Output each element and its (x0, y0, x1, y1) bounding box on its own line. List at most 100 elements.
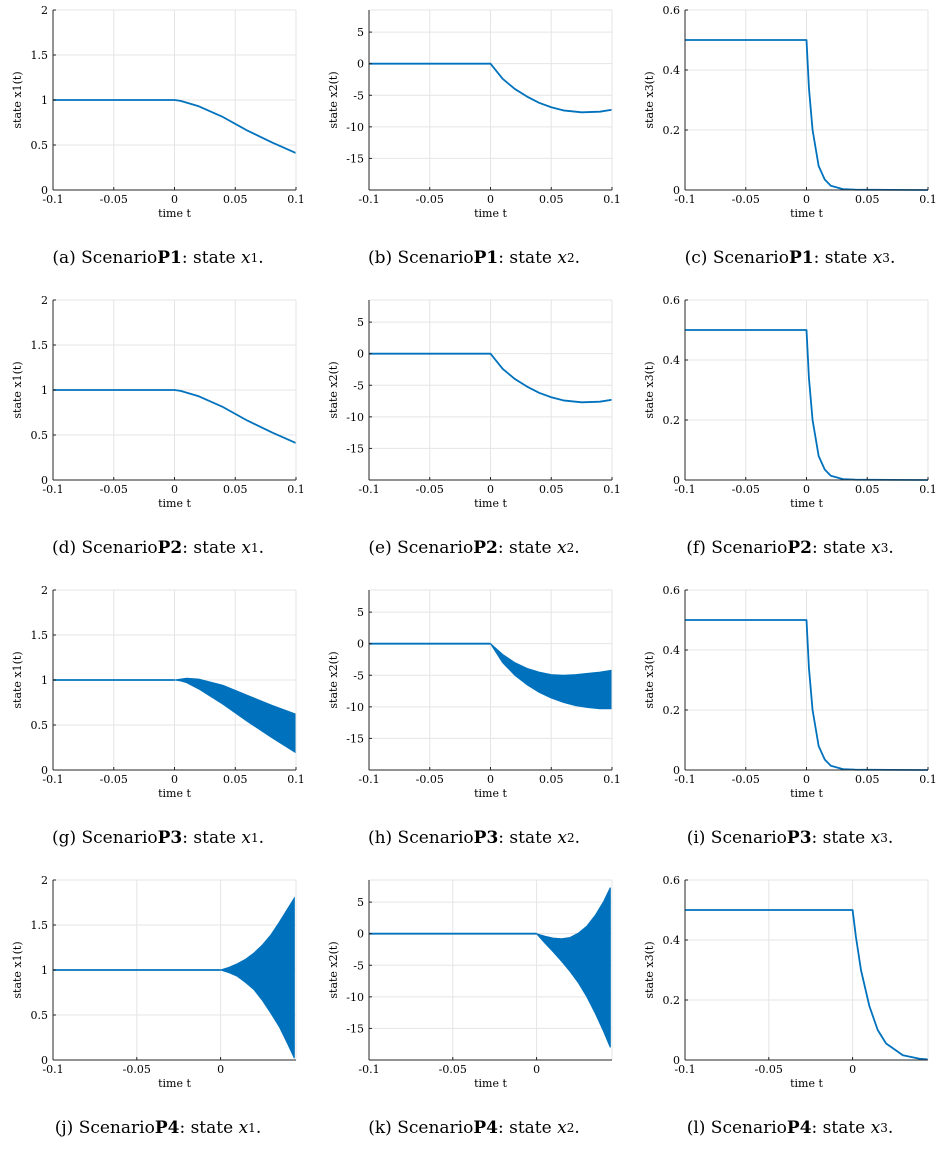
y-axis-label: state x1(t) (11, 651, 24, 708)
caption-suffix: . (574, 828, 581, 848)
chart-svg-g: -0.1 -0.05 0 0.05 0.1 0 0.5 1 1.5 2 time t state x1… (11, 584, 305, 800)
x-tick-label: 0 (803, 773, 810, 786)
x-axis-label: time t (158, 1077, 191, 1090)
y-tick-label: 5 (357, 26, 364, 39)
y-tick-label: 0.4 (663, 354, 681, 367)
caption-sub: 3 (880, 1121, 888, 1135)
y-axis-label: state x3(t) (643, 361, 656, 418)
series-line (685, 39, 929, 191)
y-tick-label: 0.4 (663, 934, 681, 947)
x-tick-label: 0.1 (603, 773, 621, 786)
caption-mid: : state (497, 1118, 558, 1138)
caption-prefix: (l) Scenario (686, 1118, 787, 1138)
caption-mid: : state (181, 248, 242, 268)
caption-suffix: . (574, 1118, 580, 1138)
x-axis-label: time t (790, 207, 823, 220)
x-tick-label: 0 (171, 193, 178, 206)
caption-scenario: P2 (473, 538, 498, 558)
x-tick-label: -0.1 (42, 773, 63, 786)
y-tick-label: 0.5 (31, 429, 49, 442)
x-tick-label: -0.1 (674, 193, 695, 206)
caption-mid: : state (811, 1118, 871, 1138)
caption-scenario: P1 (157, 248, 182, 268)
chart-panel-b: -0.1 -0.05 0 0.05 0.1 -15 -10 -5 0 5 time t state x… (316, 0, 632, 285)
caption-suffix: . (574, 248, 581, 268)
grid (684, 299, 929, 481)
x-tick-label: -0.05 (732, 483, 760, 496)
caption-sub: 2 (566, 251, 575, 265)
caption-prefix: (e) Scenario (368, 538, 474, 558)
caption-prefix: (d) Scenario (51, 538, 158, 558)
x-axis-label: time t (790, 787, 823, 800)
y-axis-label: state x1(t) (11, 941, 24, 998)
y-tick-label: 0.4 (663, 644, 681, 657)
y-axis-label: state x1(t) (11, 361, 24, 418)
y-tick-label: 0.6 (663, 874, 681, 887)
series-band (535, 887, 611, 1048)
caption-var: x (871, 538, 881, 558)
caption-suffix: . (887, 828, 894, 848)
y-tick-label: 1 (41, 964, 48, 977)
y-tick-label: 0.4 (663, 64, 681, 77)
chart-svg-b: -0.1 -0.05 0 0.05 0.1 -15 -10 -5 0 5 time t state x… (327, 9, 621, 220)
caption-mid: : state (179, 1118, 239, 1138)
caption-var: x (241, 828, 251, 848)
x-tick-label: -0.05 (732, 193, 760, 206)
x-tick-label: -0.1 (358, 1063, 379, 1076)
chart-panel-d: -0.1 -0.05 0 0.05 0.1 0 0.5 1 1.5 2 time t state x1… (0, 290, 316, 575)
y-tick-label: -5 (353, 89, 364, 102)
x-tick-label: -0.05 (416, 193, 444, 206)
chart-panel-f: -0.1 -0.05 0 0.05 0.1 0 0.2 0.4 0.6 time t state x… (632, 290, 948, 575)
x-axis-label: time t (474, 787, 507, 800)
series-line (685, 329, 929, 481)
y-tick-label: -5 (353, 669, 364, 682)
caption-var: x (241, 538, 251, 558)
caption-prefix: (j) Scenario (54, 1118, 155, 1138)
y-tick-label: -10 (346, 991, 364, 1004)
caption-mid: : state (811, 538, 872, 558)
caption-suffix: . (255, 1118, 262, 1138)
caption-mid: : state (182, 828, 242, 848)
y-tick-label: -15 (346, 1022, 364, 1035)
series-line (685, 909, 929, 1061)
chart-panel-k: -0.1 -0.05 0 -15 -10 -5 0 5 time t state x2(t) (k)… (316, 870, 632, 1155)
x-tick-label: -0.1 (358, 193, 379, 206)
caption-mid: : state (498, 828, 558, 848)
x-tick-label: -0.1 (358, 773, 379, 786)
caption-mid: : state (813, 248, 873, 268)
x-tick-label: -0.1 (42, 193, 63, 206)
x-tick-label: 0.05 (223, 483, 248, 496)
y-tick-label: 0.2 (663, 124, 681, 137)
series-line (369, 62, 613, 114)
x-tick-label: 0.1 (919, 773, 937, 786)
caption-sub: 1 (250, 831, 259, 845)
caption-var: x (870, 828, 881, 848)
x-tick-label: 0 (487, 483, 494, 496)
y-tick-label: 0 (357, 638, 364, 651)
y-tick-label: -10 (346, 701, 364, 714)
caption-prefix: (c) Scenario (684, 248, 789, 268)
chart-svg-c: -0.1 -0.05 0 0.05 0.1 0 0.2 0.4 0.6 time t state x… (643, 4, 937, 220)
y-tick-label: 0.6 (663, 4, 681, 17)
caption-sub: 3 (882, 251, 890, 265)
caption-scenario: P3 (157, 828, 183, 848)
x-tick-label: 0.1 (919, 483, 937, 496)
caption-var: x (241, 248, 251, 268)
x-tick-label: 0 (487, 773, 494, 786)
y-tick-label: -5 (353, 379, 364, 392)
y-tick-label: -10 (346, 121, 364, 134)
caption-var: x (238, 1118, 249, 1138)
caption-prefix: (i) Scenario (686, 828, 787, 848)
y-tick-label: 0.2 (663, 994, 681, 1007)
y-tick-label: 0.6 (663, 294, 681, 307)
x-tick-label: -0.05 (100, 773, 128, 786)
x-tick-label: 0.05 (855, 773, 880, 786)
caption-suffix: . (574, 538, 580, 558)
caption-suffix: . (258, 538, 265, 558)
caption-scenario: P4 (786, 1118, 812, 1138)
x-tick-label: 0.05 (223, 773, 248, 786)
